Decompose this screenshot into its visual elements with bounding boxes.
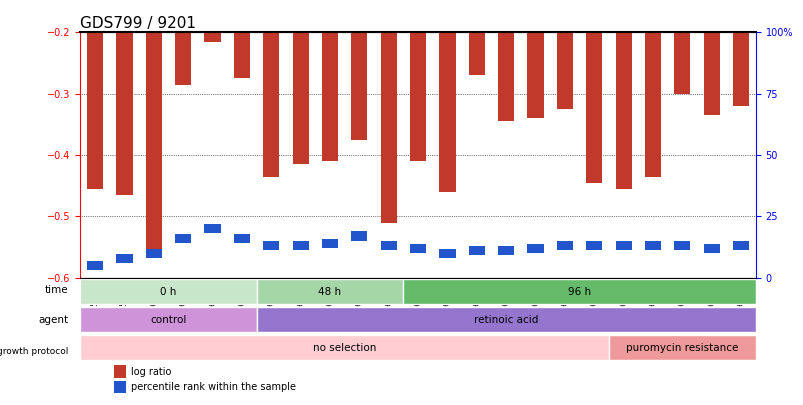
Text: growth protocol: growth protocol (0, 347, 68, 356)
Text: retinoic acid: retinoic acid (474, 315, 538, 325)
Bar (145, 32, 161, 256)
Bar (114, 381, 126, 393)
Bar (204, 32, 220, 42)
Bar (410, 244, 426, 253)
Bar (380, 32, 397, 222)
Bar (527, 244, 543, 253)
Bar (321, 239, 337, 248)
Bar (674, 32, 690, 94)
Bar (615, 241, 631, 250)
Text: GDS799 / 9201: GDS799 / 9201 (80, 16, 196, 31)
Bar (498, 32, 514, 122)
FancyBboxPatch shape (256, 307, 755, 333)
Bar (380, 241, 397, 250)
Bar (145, 249, 161, 258)
Bar (556, 241, 573, 250)
Bar (438, 249, 455, 258)
Text: percentile rank within the sample: percentile rank within the sample (131, 382, 296, 392)
Bar (468, 32, 484, 75)
Bar (263, 32, 279, 177)
Bar (234, 32, 250, 79)
Bar (263, 241, 279, 250)
Bar (498, 246, 514, 255)
FancyBboxPatch shape (80, 335, 608, 360)
Text: puromycin resistance: puromycin resistance (626, 343, 738, 353)
Bar (175, 234, 191, 243)
Bar (351, 32, 367, 140)
Bar (410, 32, 426, 161)
Bar (87, 32, 103, 189)
Text: 96 h: 96 h (567, 287, 590, 297)
Bar (292, 241, 308, 250)
Bar (116, 254, 132, 263)
Bar (703, 244, 719, 253)
Bar (292, 32, 308, 164)
Bar (732, 241, 748, 250)
Text: 0 h: 0 h (160, 287, 177, 297)
Bar (116, 32, 132, 195)
Bar (351, 231, 367, 241)
Text: no selection: no selection (312, 343, 376, 353)
Bar (438, 32, 455, 192)
Text: agent: agent (39, 315, 68, 325)
Bar (204, 224, 220, 233)
Bar (556, 32, 573, 109)
Bar (87, 261, 103, 270)
Bar (615, 32, 631, 189)
Bar (644, 32, 660, 177)
Bar (644, 241, 660, 250)
Bar (732, 32, 748, 106)
FancyBboxPatch shape (403, 279, 755, 305)
Bar (585, 32, 601, 183)
FancyBboxPatch shape (80, 307, 256, 333)
FancyBboxPatch shape (256, 279, 403, 305)
Text: time: time (45, 285, 68, 294)
Bar (585, 241, 601, 250)
Bar (674, 241, 690, 250)
FancyBboxPatch shape (608, 335, 755, 360)
Bar (234, 234, 250, 243)
Text: log ratio: log ratio (131, 367, 171, 377)
Text: control: control (150, 315, 186, 325)
Bar (468, 246, 484, 255)
Bar (175, 32, 191, 85)
Bar (114, 365, 126, 377)
Text: 48 h: 48 h (318, 287, 341, 297)
Bar (321, 32, 337, 161)
Bar (527, 32, 543, 118)
FancyBboxPatch shape (80, 279, 256, 305)
Bar (703, 32, 719, 115)
